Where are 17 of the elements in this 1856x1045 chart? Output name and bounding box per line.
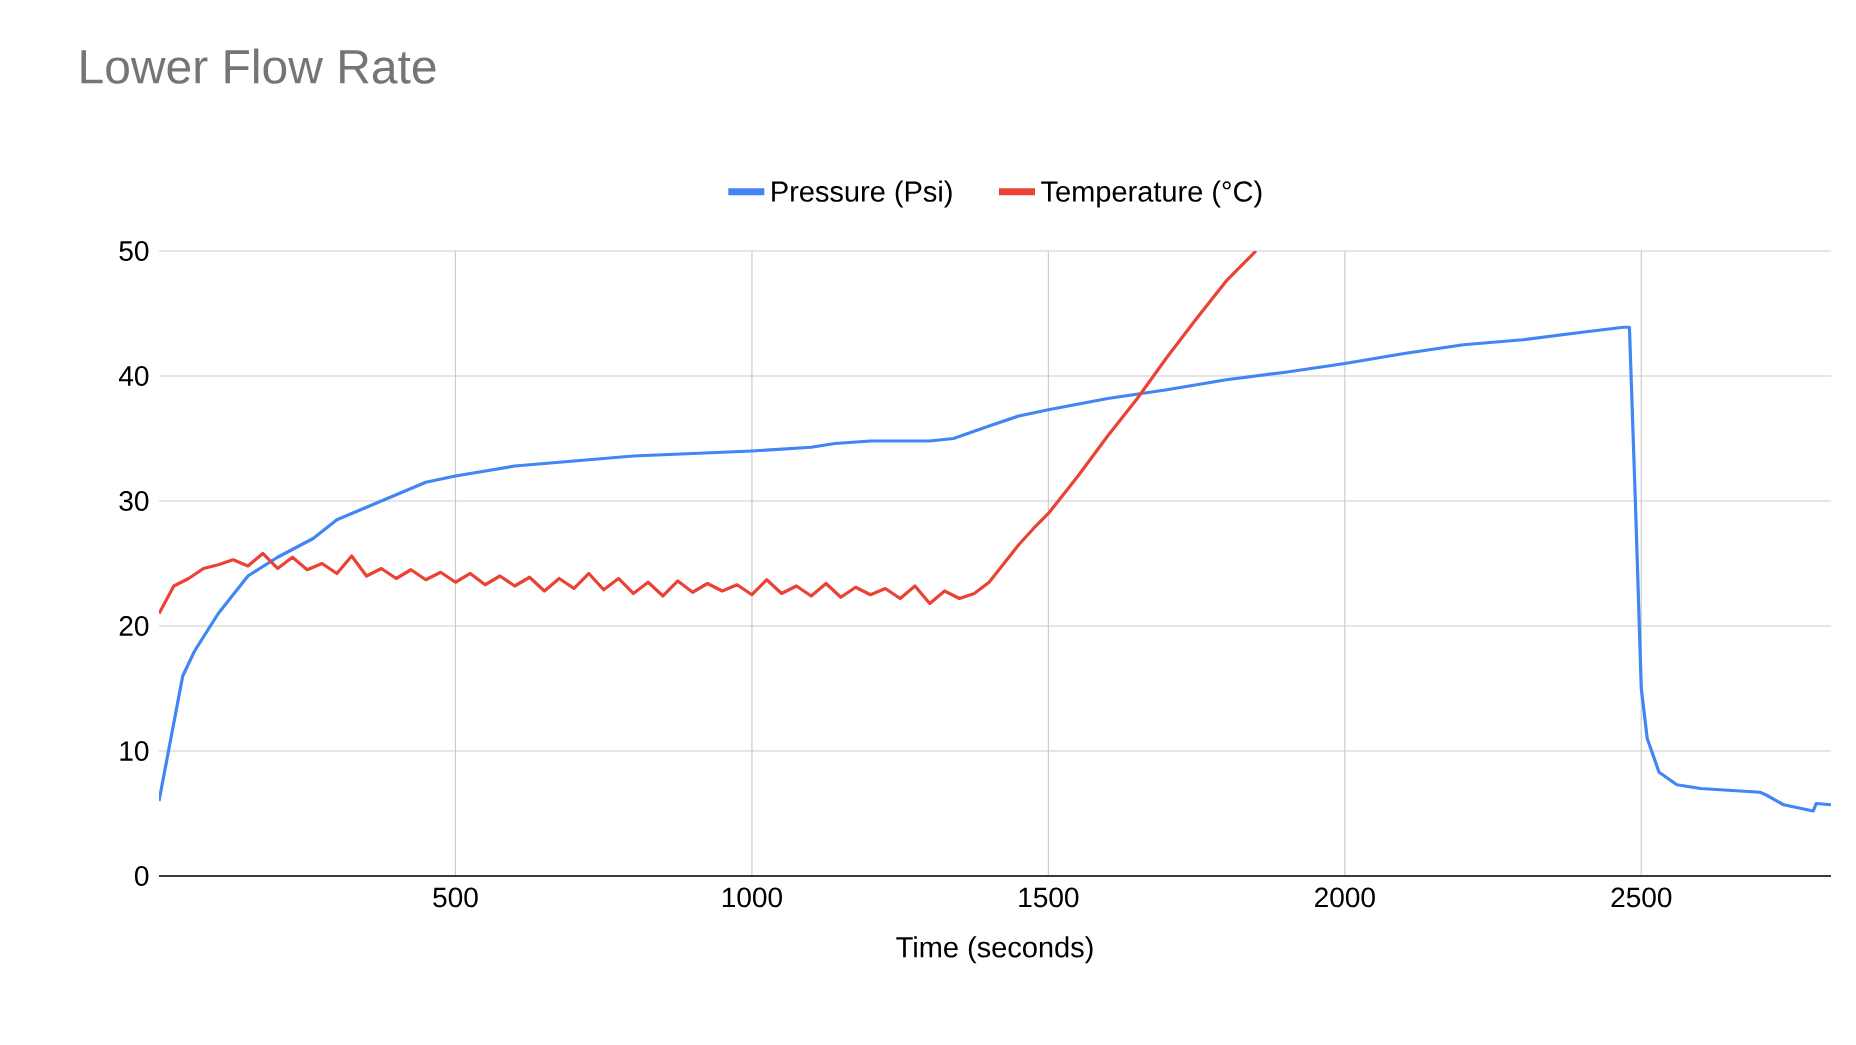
- x-tick-label: 1000: [722, 887, 782, 908]
- x-tick-label: 2500: [1611, 887, 1672, 908]
- line-series: [159, 251, 1258, 616]
- y-tick-label: 0: [134, 866, 149, 886]
- y-tick-label: 10: [120, 741, 149, 761]
- x-axis-title: Time (seconds): [896, 936, 1093, 964]
- y-tick-label: 20: [119, 616, 149, 636]
- y-tick-label: 40: [118, 366, 149, 386]
- x-tick-label: 1500: [1019, 887, 1079, 908]
- legend-label: Temperature (°C): [1041, 180, 1262, 208]
- y-tick-label: 30: [119, 491, 149, 511]
- x-tick-label: 2000: [1315, 887, 1375, 908]
- line-series: [159, 325, 1832, 813]
- legend-label: Pressure (Psi): [772, 180, 952, 208]
- chart-title: Lower Flow Rate: [81, 48, 436, 84]
- y-tick-label: 50: [119, 241, 149, 261]
- x-tick-label: 500: [433, 887, 478, 908]
